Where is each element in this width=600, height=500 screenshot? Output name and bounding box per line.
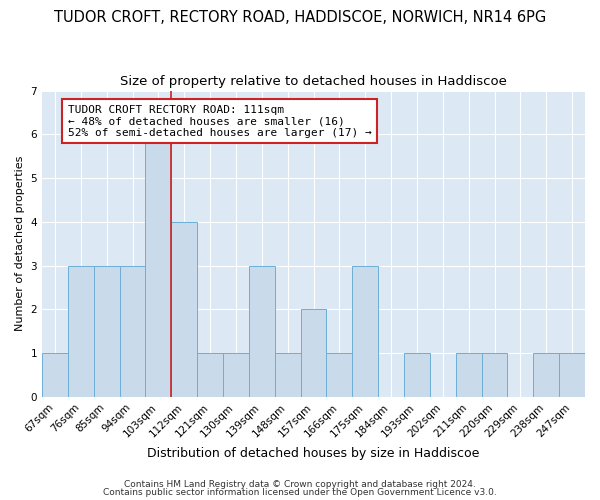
Bar bbox=[145, 134, 172, 397]
Bar bbox=[68, 266, 94, 397]
Bar bbox=[119, 266, 145, 397]
Text: TUDOR CROFT RECTORY ROAD: 111sqm
← 48% of detached houses are smaller (16)
52% o: TUDOR CROFT RECTORY ROAD: 111sqm ← 48% o… bbox=[68, 104, 371, 138]
Bar bbox=[301, 310, 326, 397]
Y-axis label: Number of detached properties: Number of detached properties bbox=[15, 156, 25, 332]
Bar bbox=[404, 353, 430, 397]
Bar bbox=[197, 353, 223, 397]
Bar bbox=[533, 353, 559, 397]
Bar bbox=[326, 353, 352, 397]
Bar bbox=[352, 266, 378, 397]
Bar bbox=[482, 353, 508, 397]
X-axis label: Distribution of detached houses by size in Haddiscoe: Distribution of detached houses by size … bbox=[148, 447, 480, 460]
Bar bbox=[275, 353, 301, 397]
Bar bbox=[559, 353, 585, 397]
Bar bbox=[223, 353, 249, 397]
Bar bbox=[456, 353, 482, 397]
Bar bbox=[42, 353, 68, 397]
Text: Contains public sector information licensed under the Open Government Licence v3: Contains public sector information licen… bbox=[103, 488, 497, 497]
Text: Contains HM Land Registry data © Crown copyright and database right 2024.: Contains HM Land Registry data © Crown c… bbox=[124, 480, 476, 489]
Bar bbox=[249, 266, 275, 397]
Text: TUDOR CROFT, RECTORY ROAD, HADDISCOE, NORWICH, NR14 6PG: TUDOR CROFT, RECTORY ROAD, HADDISCOE, NO… bbox=[54, 10, 546, 25]
Bar bbox=[172, 222, 197, 397]
Bar bbox=[94, 266, 119, 397]
Title: Size of property relative to detached houses in Haddiscoe: Size of property relative to detached ho… bbox=[120, 75, 507, 88]
